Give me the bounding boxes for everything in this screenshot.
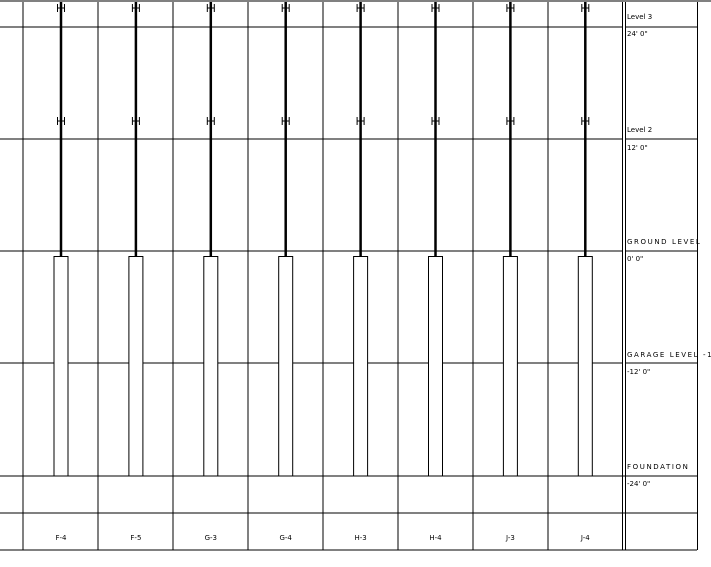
column-location-label: J-3 [505,534,515,542]
column-location-label: F-5 [130,534,141,542]
column-location-label: H-3 [354,534,366,542]
level-name: Level 2 [627,126,652,134]
level-name: GROUND LEVEL [627,238,701,246]
splice-icon [57,4,65,12]
concrete-column [128,256,144,477]
splice-icon [506,4,515,12]
level-name: GARAGE LEVEL -1 [627,351,711,359]
level-labels: Level 3 24' 0" Level 2 12' 0" GROUND LEVEL 0'… [627,13,711,488]
splice-icon [356,4,365,12]
splice-icon [281,4,290,12]
splice-icon [431,4,440,12]
level-elevation: 24' 0" [627,30,648,38]
column-G-3[interactable] [203,2,219,477]
column-J-4[interactable] [577,2,593,477]
concrete-column [203,256,219,477]
column-G-4[interactable] [278,2,294,477]
level-name: Level 3 [627,13,652,21]
column-H-4[interactable] [428,2,443,477]
column-F-5[interactable] [128,2,144,477]
column-graphics [53,2,593,477]
splice-icon [131,4,140,12]
splice-icon [281,117,290,125]
level-elevation: 12' 0" [627,144,648,152]
column-location-labels: F-4 F-5 G-3 G-4 H-3 H-4 J-3 J-4 [55,534,590,542]
splice-icon [356,117,365,125]
level-elevation: 0' 0" [627,255,643,263]
splice-icon [206,117,215,125]
column-F-4[interactable] [53,2,69,477]
column-location-label: J-4 [580,534,590,542]
splice-icon [506,117,515,125]
level-elevation: -12' 0" [627,368,650,376]
column-location-label: G-4 [279,534,292,542]
column-J-3[interactable] [502,2,518,477]
concrete-column [53,256,69,477]
column-H-3[interactable] [353,2,369,477]
level-name: FOUNDATION [627,463,690,471]
level-elevation: -24' 0" [627,480,650,488]
top-border [0,0,711,2]
concrete-column [278,256,294,477]
splice-icon [131,117,140,125]
column-location-label: H-4 [429,534,442,542]
splice-icon [581,4,590,12]
concrete-column [428,256,443,477]
column-location-label: G-3 [205,534,217,542]
concrete-column [502,256,518,477]
column-location-label: F-4 [55,534,67,542]
splice-icon [57,117,65,125]
concrete-column [577,256,593,477]
splice-icon [206,4,215,12]
splice-icon [431,117,440,125]
splice-icon [581,117,590,125]
schedule-grid [0,2,698,551]
concrete-column [353,256,369,477]
